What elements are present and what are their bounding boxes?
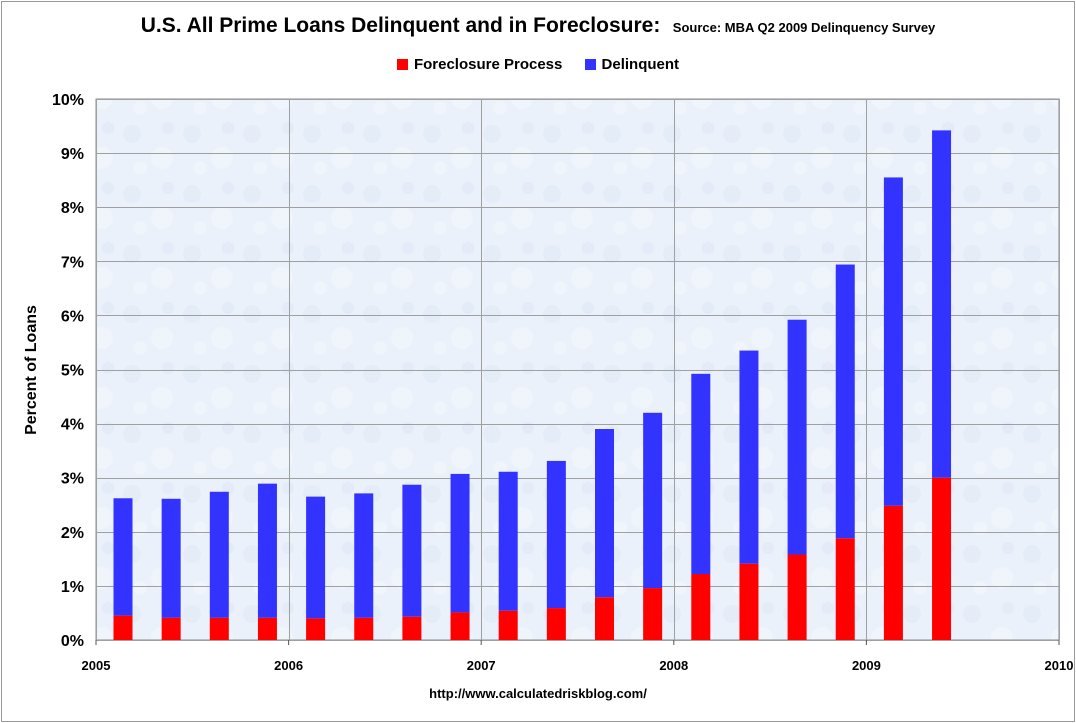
y-tick-label: 2% [61,525,84,542]
plot-background [95,98,1060,641]
x-tick-label: 2005 [82,658,111,673]
bar-foreclosure [209,617,229,640]
bar-foreclosure [306,618,326,640]
bar-foreclosure [402,616,422,640]
x-tick-label: 2007 [467,658,496,673]
bar-delinquent [691,373,711,574]
bar-delinquent [450,473,470,613]
legend-label-foreclosure: Foreclosure Process [413,56,563,73]
bar-foreclosure [257,617,277,640]
y-tick-label: 3% [61,471,84,488]
x-tick-label: 2006 [274,658,303,673]
chart-title: U.S. All Prime Loans Delinquent and in F… [140,14,661,37]
y-tick-label: 1% [61,579,84,596]
bar-delinquent [595,429,614,598]
legend: Foreclosure Process Delinquent [0,56,1076,74]
bar-foreclosure [498,610,518,640]
bar-foreclosure [546,608,566,640]
bar-delinquent [932,130,952,478]
title-row: U.S. All Prime Loans Delinquent and in F… [0,14,1076,38]
bar-foreclosure [691,573,711,640]
y-tick-label: 0% [61,633,84,650]
x-tick-label: 2009 [852,658,881,673]
bar-foreclosure [450,612,470,640]
bar-delinquent [306,496,326,619]
bar-foreclosure [643,588,663,640]
chart-subtitle: Source: MBA Q2 2009 Delinquency Survey [672,20,936,35]
y-tick-label: 6% [61,308,84,325]
bar-delinquent [546,460,566,609]
bar-delinquent [161,498,181,618]
bar-foreclosure [932,477,952,640]
y-tick-label: 7% [61,254,84,271]
bar-delinquent [402,484,422,617]
x-tick-label: 2008 [659,658,688,673]
bar-delinquent [787,319,807,555]
bar-foreclosure [739,563,759,640]
y-tick-label: 8% [61,200,84,217]
legend-label-delinquent: Delinquent [601,56,680,73]
bar-foreclosure [161,617,181,640]
bar-delinquent [498,471,518,611]
bar-foreclosure [354,617,374,640]
bar-foreclosure [883,505,903,640]
bar-foreclosure [835,538,855,640]
legend-item-delinquent: Delinquent [584,56,680,73]
legend-swatch-foreclosure [396,59,408,70]
bar-delinquent [883,177,903,506]
bar-delinquent [835,264,855,539]
x-tick-label: 2010 [1045,658,1074,673]
bar-delinquent [209,491,229,618]
source-url: http://www.calculatedriskblog.com/ [429,686,647,701]
bar-delinquent [354,493,374,618]
y-tick-label: 4% [61,417,84,434]
y-tick-label: 9% [61,146,84,163]
bar-foreclosure [787,554,807,640]
legend-swatch-delinquent [584,59,596,70]
bar-delinquent [643,412,663,589]
y-tick-label: 10% [52,92,84,109]
legend-item-foreclosure: Foreclosure Process [396,56,563,73]
bar-delinquent [739,350,759,564]
bar-delinquent [257,483,277,618]
y-tick-label: 5% [61,363,84,380]
bar-delinquent [113,498,133,616]
bar-foreclosure [113,615,133,640]
bar-foreclosure [595,597,614,640]
